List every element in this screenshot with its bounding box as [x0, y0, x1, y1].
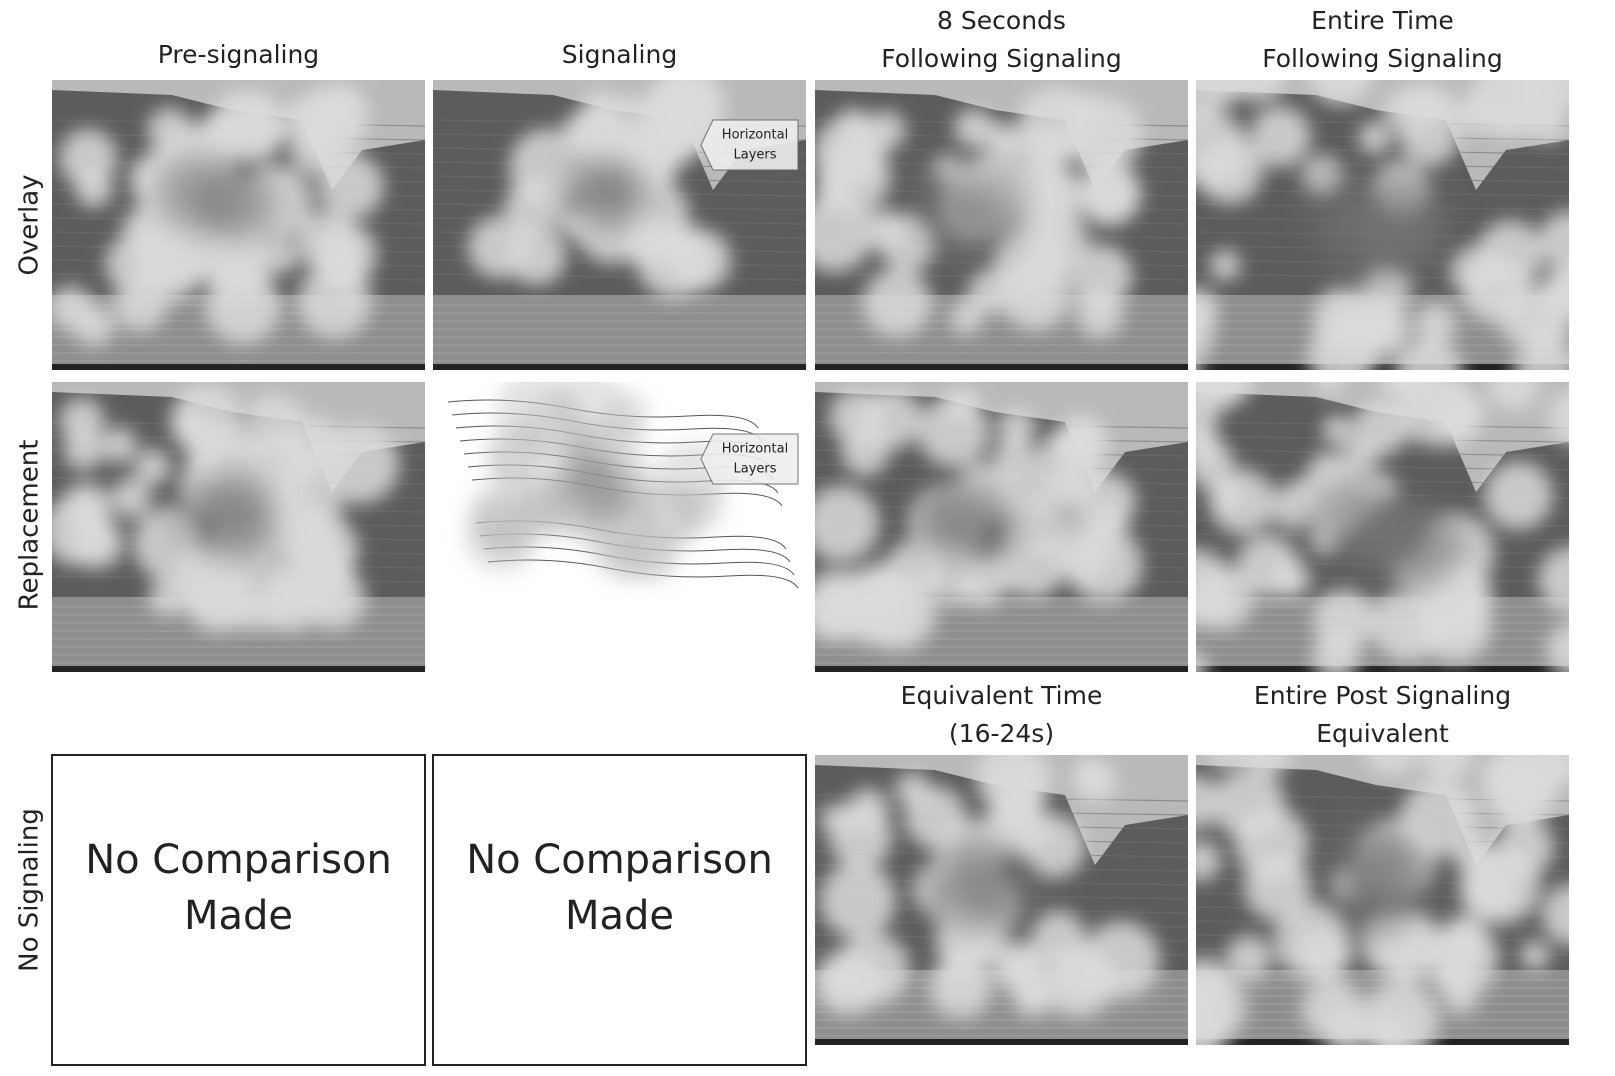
column-header: (16-24s) — [949, 719, 1054, 748]
heatmap-image — [1196, 382, 1569, 672]
row-label: No Signaling — [15, 808, 45, 972]
column-header: Signaling — [562, 40, 677, 69]
row-label: Replacement — [15, 440, 45, 611]
callout-box — [700, 119, 799, 171]
column-header: Equivalent Time — [901, 681, 1103, 710]
empty-cell — [51, 754, 426, 1066]
heatmap-image — [52, 382, 425, 672]
cell-text: No Comparison — [85, 837, 392, 883]
callout-box — [700, 433, 799, 485]
heatmap-image — [815, 382, 1188, 672]
column-header: Entire Post Signaling — [1254, 681, 1511, 710]
column-header: Following Signaling — [1262, 44, 1502, 73]
heatmap-image — [1196, 755, 1569, 1045]
empty-cell — [432, 754, 807, 1066]
column-header: Entire Time — [1311, 6, 1454, 35]
cell-text: Made — [565, 893, 674, 939]
column-header: Following Signaling — [881, 44, 1121, 73]
heatmap-image — [1196, 80, 1569, 370]
annotation-text: Horizontal — [722, 128, 788, 143]
heatmap-image — [433, 382, 806, 672]
heatmap-image — [52, 80, 425, 370]
annotation-text: Layers — [733, 462, 776, 477]
row-label: Overlay — [15, 174, 45, 275]
annotation-text: Horizontal — [722, 442, 788, 457]
heatmap-image — [815, 80, 1188, 370]
heatmap-image — [815, 755, 1188, 1045]
column-header: Equivalent — [1316, 719, 1449, 748]
heatmap-image — [433, 80, 806, 370]
cell-text: Made — [184, 893, 293, 939]
cell-text: No Comparison — [466, 837, 773, 883]
annotation-text: Layers — [733, 148, 776, 163]
column-header: 8 Seconds — [937, 6, 1066, 35]
column-header: Pre-signaling — [158, 40, 319, 69]
